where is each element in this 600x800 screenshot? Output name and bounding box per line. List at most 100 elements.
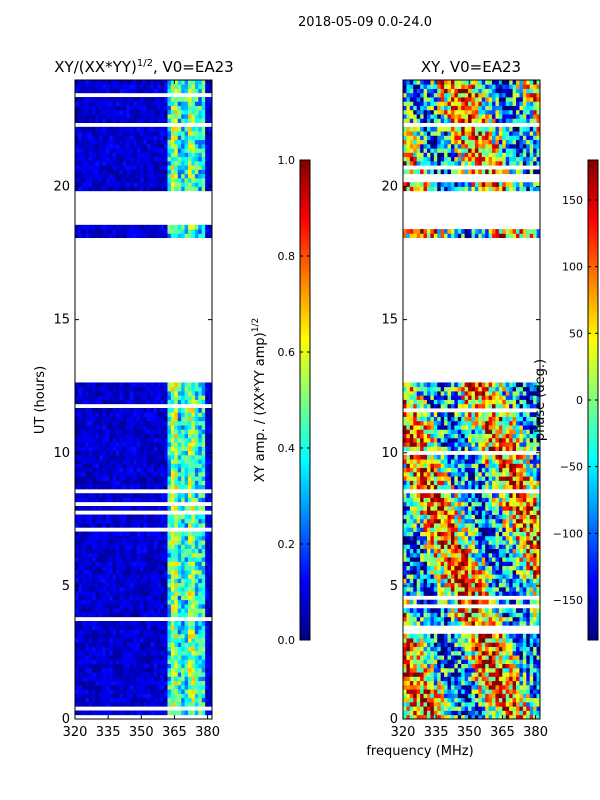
heatmap-cell xyxy=(177,229,182,234)
heatmap-cell xyxy=(153,143,158,149)
heatmap-cell xyxy=(133,612,138,618)
heatmap-cell xyxy=(198,535,203,541)
heatmap-cell xyxy=(450,697,455,703)
heatmap-cell xyxy=(146,638,151,643)
heatmap-cell xyxy=(146,565,151,571)
heatmap-cell xyxy=(143,412,148,417)
heatmap-cell xyxy=(146,535,151,541)
heatmap-cell xyxy=(450,621,455,626)
heatmap-cell xyxy=(75,480,79,486)
heatmap-cell xyxy=(116,523,120,528)
heatmap-cell xyxy=(505,684,510,690)
heatmap-cell xyxy=(150,395,155,400)
heatmap-cell xyxy=(126,156,131,162)
heatmap-cell xyxy=(205,523,209,528)
heatmap-cell xyxy=(468,714,472,720)
heatmap-cell xyxy=(205,412,209,417)
heatmap-cell xyxy=(153,608,158,613)
heatmap-cell xyxy=(102,229,107,234)
heatmap-cell xyxy=(191,506,196,511)
heatmap-cell xyxy=(81,591,86,596)
heatmap-cell xyxy=(140,454,144,460)
heatmap-cell xyxy=(150,420,155,426)
heatmap-cell xyxy=(516,706,520,711)
heatmap-cell xyxy=(153,710,158,716)
heatmap-cell xyxy=(146,182,151,187)
heatmap-cell xyxy=(177,693,182,699)
heatmap-cell xyxy=(157,548,162,554)
heatmap-cell xyxy=(409,608,414,613)
heatmap-cell xyxy=(208,578,213,584)
heatmap-cell xyxy=(201,114,206,119)
heatmap-cell xyxy=(95,442,100,447)
heatmap-cell xyxy=(126,514,131,520)
heatmap-cell xyxy=(160,84,165,89)
heatmap-cell xyxy=(403,710,407,716)
heatmap-cell xyxy=(174,148,179,153)
heatmap-cell xyxy=(437,667,442,673)
heatmap-cell xyxy=(157,676,162,682)
heatmap-cell xyxy=(75,97,79,102)
heatmap-cell xyxy=(481,693,486,699)
heatmap-cell xyxy=(126,233,131,239)
heatmap-cell xyxy=(208,574,213,579)
heatmap-cell xyxy=(119,229,124,234)
heatmap-cell xyxy=(75,667,79,673)
heatmap-cell xyxy=(92,565,96,571)
heatmap-cell xyxy=(174,595,179,601)
heatmap-cell xyxy=(157,484,162,490)
heatmap-cell xyxy=(205,463,209,469)
heatmap-cell xyxy=(133,569,138,575)
heatmap-cell xyxy=(119,395,124,400)
heatmap-cell xyxy=(167,603,172,609)
heatmap-cell xyxy=(201,446,206,452)
heatmap-cell xyxy=(119,552,124,558)
heatmap-cell xyxy=(205,646,209,652)
heatmap-cell xyxy=(126,97,131,102)
heatmap-cell xyxy=(112,454,117,460)
heatmap-cell xyxy=(450,684,455,690)
heatmap-cell xyxy=(177,586,182,592)
heatmap-cell xyxy=(95,710,100,716)
heatmap-cell xyxy=(440,680,445,686)
heatmap-cell xyxy=(536,663,541,669)
heatmap-cell xyxy=(150,633,155,639)
heatmap-cell xyxy=(177,386,182,392)
heatmap-cell xyxy=(146,569,151,575)
heatmap-cell xyxy=(136,169,141,175)
heatmap-cell xyxy=(119,574,124,579)
heatmap-cell xyxy=(167,152,172,158)
heatmap-cell xyxy=(167,437,172,443)
heatmap-cell xyxy=(140,599,144,605)
heatmap-cell xyxy=(133,425,138,430)
heatmap-cell xyxy=(170,518,175,524)
heatmap-cell xyxy=(150,625,155,630)
heatmap-cell xyxy=(181,603,186,609)
heatmap-cell xyxy=(406,676,411,682)
heatmap-cell xyxy=(140,535,144,541)
heatmap-cell xyxy=(205,595,209,601)
heatmap-cell xyxy=(194,574,199,579)
heatmap-cell xyxy=(174,672,179,677)
heatmap-cell xyxy=(208,663,213,669)
heatmap-cell xyxy=(464,612,469,618)
heatmap-cell xyxy=(150,101,155,106)
heatmap-cell xyxy=(122,506,127,511)
heatmap-cell xyxy=(88,382,93,388)
heatmap-cell xyxy=(188,680,192,686)
heatmap-cell xyxy=(177,621,182,626)
heatmap-cell xyxy=(519,706,524,711)
heatmap-cell xyxy=(153,523,158,528)
heatmap-cell xyxy=(488,706,493,711)
heatmap-cell xyxy=(129,523,134,528)
heatmap-cell xyxy=(413,612,418,618)
heatmap-cell xyxy=(92,152,96,158)
heatmap-cell xyxy=(153,642,158,647)
heatmap-cell xyxy=(126,169,131,175)
heatmap-cell xyxy=(167,88,172,94)
heatmap-cell xyxy=(126,126,131,132)
heatmap-cell xyxy=(85,437,90,443)
heatmap-cell xyxy=(464,608,469,613)
heatmap-cell xyxy=(78,506,83,511)
heatmap-cell xyxy=(119,680,124,686)
